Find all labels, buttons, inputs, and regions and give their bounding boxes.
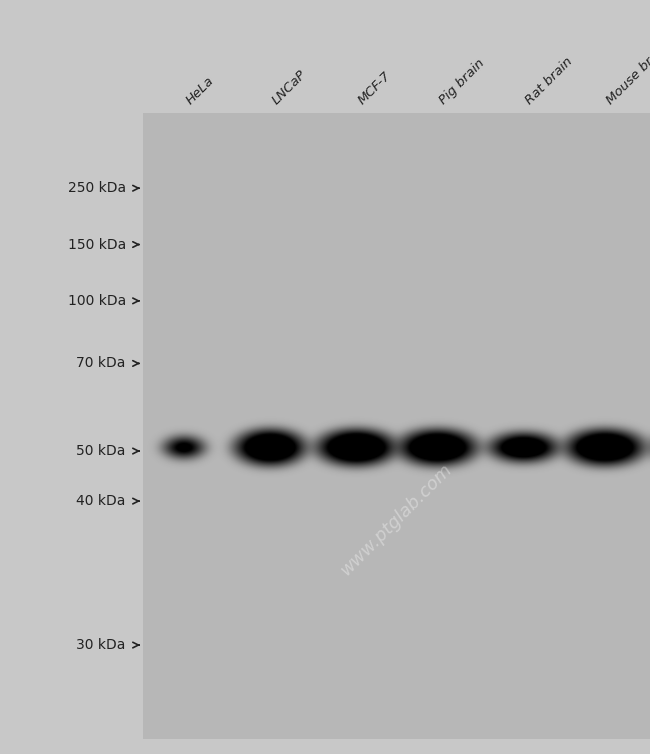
Text: HeLa: HeLa bbox=[183, 75, 216, 108]
Text: www.ptglab.com: www.ptglab.com bbox=[337, 461, 456, 579]
Text: 30 kDa: 30 kDa bbox=[77, 638, 126, 652]
Text: 100 kDa: 100 kDa bbox=[68, 294, 126, 308]
Text: 250 kDa: 250 kDa bbox=[68, 181, 126, 195]
Text: 50 kDa: 50 kDa bbox=[77, 444, 126, 458]
Text: 40 kDa: 40 kDa bbox=[77, 494, 126, 508]
Text: Rat brain: Rat brain bbox=[523, 55, 575, 108]
Text: 150 kDa: 150 kDa bbox=[68, 238, 126, 252]
Text: Pig brain: Pig brain bbox=[437, 57, 488, 108]
Text: 70 kDa: 70 kDa bbox=[77, 357, 126, 370]
Text: MCF-7: MCF-7 bbox=[356, 69, 394, 108]
Text: Mouse brain: Mouse brain bbox=[604, 41, 650, 108]
Text: LNCaP: LNCaP bbox=[270, 68, 309, 108]
